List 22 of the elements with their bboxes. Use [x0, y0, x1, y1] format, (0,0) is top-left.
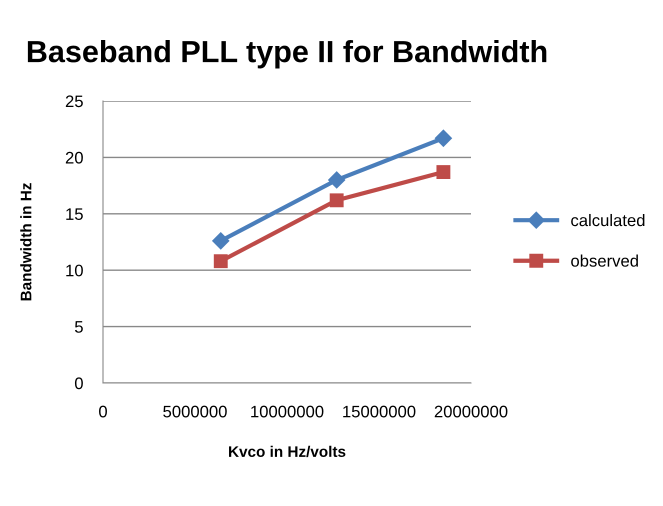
point: [328, 171, 346, 189]
y-tick-label: 15: [66, 208, 83, 220]
x-tick-label: 15000000: [343, 406, 416, 418]
y-tick-label: 20: [66, 152, 83, 164]
point: [434, 130, 452, 147]
y-tick-label: 5: [74, 321, 83, 333]
y-tick-label: 10: [66, 264, 83, 276]
point: [330, 193, 344, 208]
point: [214, 254, 228, 268]
legend-label: calculated: [571, 214, 644, 226]
x-tick-label: 5000000: [163, 406, 227, 418]
x-tick-label: 0: [99, 406, 107, 418]
point: [212, 232, 230, 250]
y-axis-title: Bandwidth in Hz: [20, 183, 32, 300]
x-axis-title: Kvco in Hz/volts: [229, 446, 346, 458]
legend-label: observed: [571, 254, 638, 267]
point: [436, 165, 450, 180]
x-tick-label: 20000000: [434, 406, 508, 418]
x-tick-label: 10000000: [251, 406, 324, 418]
y-tick-label: 25: [66, 95, 83, 108]
y-tick-label: 0: [74, 377, 83, 390]
chart-title: Baseband PLL type II for Bandwidth: [28, 40, 546, 68]
